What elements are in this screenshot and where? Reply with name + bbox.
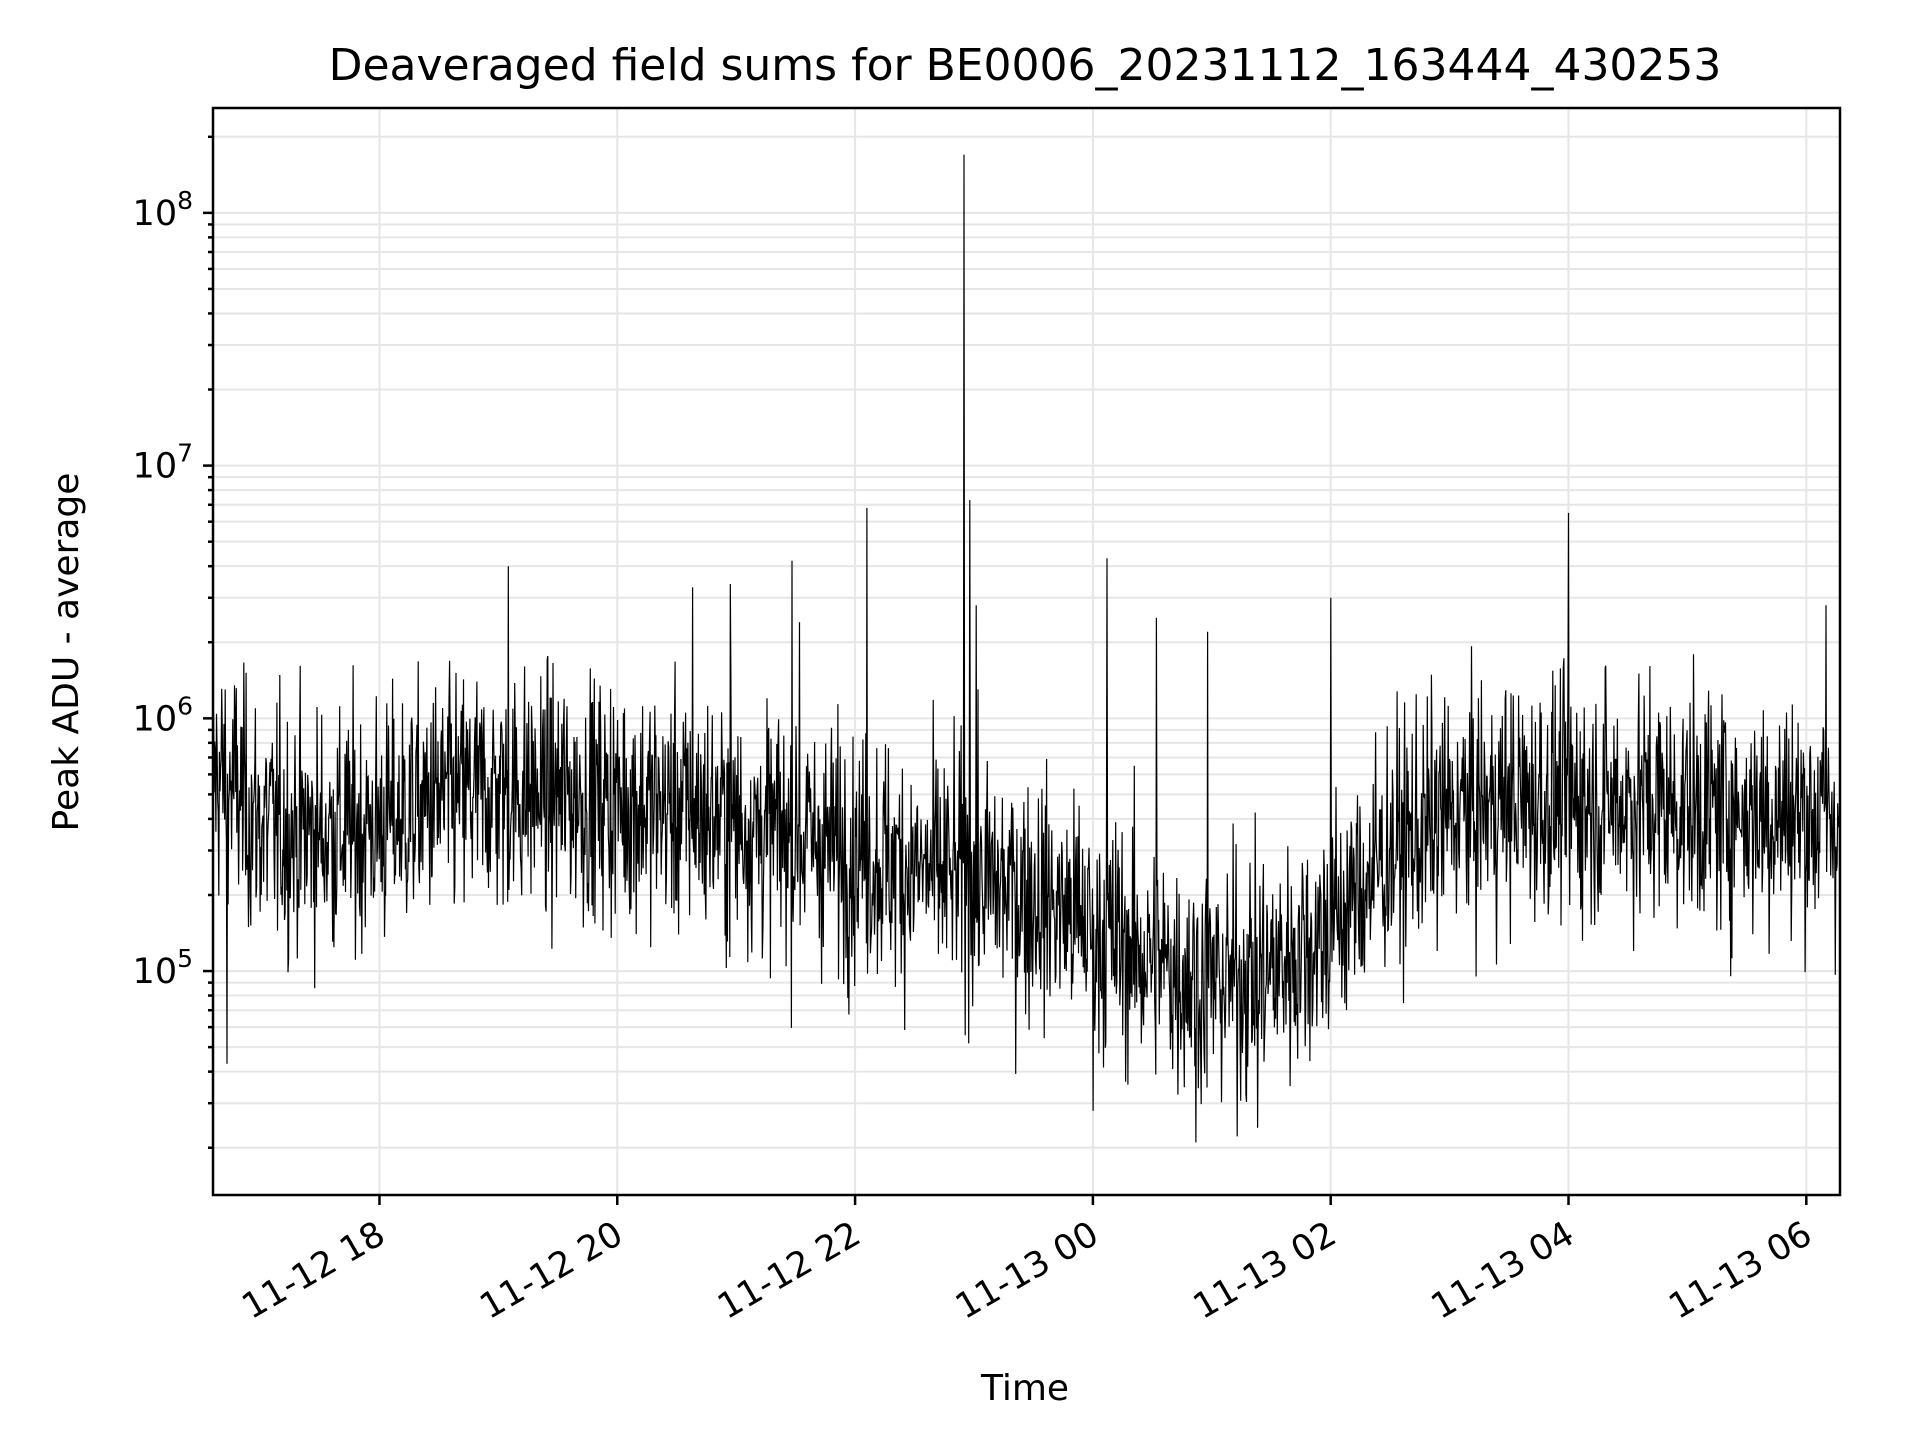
grid [213, 108, 1840, 1195]
y-tick-label: 107 [133, 439, 193, 487]
chart-title: Deaveraged field sums for BE0006_2023111… [329, 40, 1722, 91]
plot-frame [211, 106, 1842, 1197]
x-axis-label: Time [980, 1368, 1069, 1409]
x-tick-label: 11-12 18 [236, 1214, 392, 1327]
series-line [212, 154, 1841, 1148]
y-tick-label: 108 [133, 186, 193, 234]
x-tick-label: 11-13 04 [1425, 1214, 1581, 1327]
x-tick-label: 11-13 06 [1663, 1214, 1819, 1327]
x-axis: 11-12 18 11-12 20 11-12 22 11-13 00 11-13 02… [236, 1195, 1819, 1327]
x-tick-label: 11-12 20 [473, 1214, 629, 1327]
y-axis: 105 106 107 108 [133, 135, 213, 1149]
x-tick-label: 11-12 22 [711, 1214, 867, 1327]
x-tick-label: 11-13 00 [949, 1214, 1105, 1327]
y-tick-label: 105 [133, 944, 193, 992]
series-layer [212, 154, 1841, 1148]
y-axis-label: Peak ADU - average [46, 473, 87, 832]
x-tick-label: 11-13 02 [1187, 1214, 1343, 1327]
y-tick-label: 106 [133, 691, 193, 739]
